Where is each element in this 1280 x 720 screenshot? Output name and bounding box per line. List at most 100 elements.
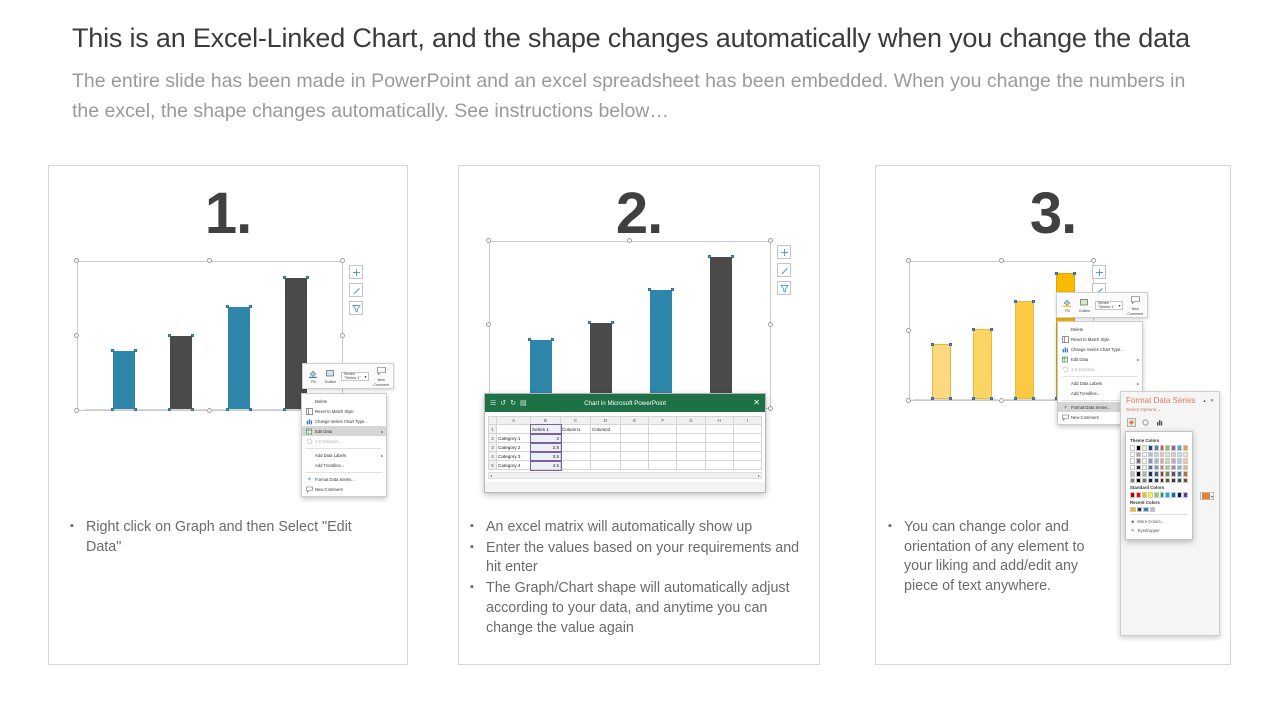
eyedropper-item[interactable]: ✎ Eyedropper <box>1130 526 1188 535</box>
table-cell[interactable] <box>676 424 706 434</box>
close-icon[interactable]: ✕ <box>1209 397 1214 404</box>
table-cell[interactable]: Category 1 <box>496 433 531 443</box>
horizontal-scrollbar[interactable]: ◂ ▸ <box>488 472 762 479</box>
color-swatch[interactable] <box>1159 471 1165 477</box>
color-swatch[interactable] <box>1177 477 1183 483</box>
table-cell[interactable] <box>619 451 650 461</box>
color-swatch[interactable] <box>1135 458 1141 464</box>
color-swatch[interactable] <box>1130 471 1135 477</box>
row-header[interactable]: 4 <box>488 451 497 461</box>
color-swatch[interactable] <box>1165 477 1171 483</box>
resize-handle[interactable] <box>74 258 79 263</box>
color-swatch[interactable] <box>1165 464 1171 470</box>
color-swatch[interactable] <box>1141 451 1147 457</box>
color-swatch[interactable] <box>1183 445 1189 451</box>
menu-item[interactable]: Delete <box>302 396 386 406</box>
table-cell[interactable] <box>732 424 763 434</box>
table-cell[interactable]: Category 3 <box>496 451 531 461</box>
outline-button[interactable]: Outline <box>324 368 337 384</box>
color-swatch[interactable] <box>1135 477 1141 483</box>
menu-item[interactable]: New Comment <box>1058 412 1142 422</box>
bar-category-3[interactable] <box>1013 300 1035 400</box>
resize-handle[interactable] <box>768 322 773 327</box>
resize-handle[interactable] <box>768 238 773 243</box>
color-swatch[interactable] <box>1153 458 1159 464</box>
quick-access-toolbar[interactable]: ☰ ↺ ↻ ▤ <box>490 399 527 407</box>
color-swatch[interactable] <box>1183 471 1189 477</box>
color-swatch[interactable] <box>1130 458 1135 464</box>
chart-elements-icon[interactable] <box>1092 265 1106 279</box>
chart-styles-icon[interactable] <box>777 263 791 277</box>
color-swatch[interactable] <box>1130 492 1135 498</box>
resize-handle[interactable] <box>627 238 632 243</box>
row-header[interactable]: 3 <box>488 442 497 452</box>
select-all-corner[interactable] <box>488 416 497 425</box>
color-swatch[interactable] <box>1171 471 1177 477</box>
resize-handle[interactable] <box>74 408 79 413</box>
resize-handle[interactable] <box>906 328 911 333</box>
resize-handle[interactable] <box>906 258 911 263</box>
color-swatch[interactable] <box>1141 464 1147 470</box>
resize-handle[interactable] <box>207 258 212 263</box>
theme-colors-tint-row[interactable] <box>1130 451 1189 457</box>
resize-handle[interactable] <box>999 258 1004 263</box>
table-cell[interactable] <box>560 451 591 461</box>
color-swatch[interactable] <box>1165 451 1171 457</box>
menu-item[interactable]: Change Series Chart Type... <box>1058 344 1142 354</box>
table-cell[interactable] <box>590 433 621 443</box>
resize-handle[interactable] <box>340 333 345 338</box>
color-swatch[interactable] <box>1153 492 1159 498</box>
menu-item[interactable]: Format Data Series... <box>1058 402 1142 412</box>
table-cell[interactable]: 2.5 <box>529 441 562 453</box>
table-cell[interactable] <box>676 451 706 461</box>
color-swatch[interactable] <box>1141 471 1147 477</box>
bar-category-4[interactable] <box>708 255 734 409</box>
menu-icon[interactable]: ☰ <box>490 400 497 407</box>
chart-filters-icon[interactable] <box>349 301 363 315</box>
redo-icon[interactable]: ↻ <box>510 400 517 407</box>
table-cell[interactable] <box>619 460 650 470</box>
color-picker-flyout[interactable]: Theme Colors Standard Colors Recent Colo… <box>1125 431 1193 540</box>
menu-item[interactable]: Delete <box>1058 324 1142 334</box>
color-swatch[interactable] <box>1165 492 1171 498</box>
color-swatch[interactable] <box>1159 492 1165 498</box>
color-swatch[interactable] <box>1136 506 1142 512</box>
excel-window[interactable]: ☰ ↺ ↻ ▤ Chart in Microsoft PowerPoint ✕ … <box>484 393 766 493</box>
table-cell[interactable]: 2 <box>529 432 562 444</box>
bar-category-3[interactable] <box>648 288 674 409</box>
table-cell[interactable] <box>704 460 734 470</box>
series-options-icon[interactable] <box>1155 418 1164 427</box>
color-swatch[interactable] <box>1149 506 1155 512</box>
color-swatch[interactable] <box>1130 451 1135 457</box>
table-row[interactable]: 1 Series 1 Column1 Column2 <box>488 423 763 435</box>
color-swatch[interactable] <box>1147 464 1153 470</box>
undo-icon[interactable]: ↺ <box>500 400 507 407</box>
menu-item[interactable]: Add Trendline... <box>1058 388 1142 398</box>
table-cell[interactable]: Category 2 <box>496 442 531 452</box>
color-swatch[interactable] <box>1147 458 1153 464</box>
table-cell[interactable]: Column1 <box>560 424 591 434</box>
table-cell[interactable] <box>676 442 706 452</box>
menu-item[interactable]: Add Data Labels ▸ <box>1058 378 1142 388</box>
excel-title-bar[interactable]: ☰ ↺ ↻ ▤ Chart in Microsoft PowerPoint ✕ <box>485 394 765 412</box>
table-cell[interactable]: Category 4 <box>496 460 531 470</box>
series-options-label[interactable]: Series Options ⌄ <box>1126 407 1162 412</box>
series-selector[interactable]: Series "Series 1" ▾ <box>1095 300 1124 310</box>
chart-styles-icon[interactable] <box>349 283 363 297</box>
table-cell[interactable]: Column2 <box>590 424 621 434</box>
table-cell[interactable] <box>648 460 678 470</box>
table-cell[interactable] <box>704 433 734 443</box>
row-header[interactable]: 1 <box>488 424 497 434</box>
table-cell[interactable] <box>590 451 621 461</box>
table-cell[interactable] <box>704 451 734 461</box>
context-menu[interactable]: Delete Reset to Match Style Change Series … <box>301 393 387 497</box>
color-swatch[interactable] <box>1177 492 1183 498</box>
table-cell[interactable]: Series 1 <box>529 423 562 435</box>
row-header[interactable]: 2 <box>488 433 497 443</box>
bar-category-4[interactable] <box>283 276 310 411</box>
table-cell[interactable] <box>560 442 591 452</box>
color-swatch[interactable] <box>1130 477 1135 483</box>
chart-1[interactable] <box>74 258 363 413</box>
color-swatch[interactable] <box>1143 506 1149 512</box>
color-swatch[interactable] <box>1171 445 1177 451</box>
